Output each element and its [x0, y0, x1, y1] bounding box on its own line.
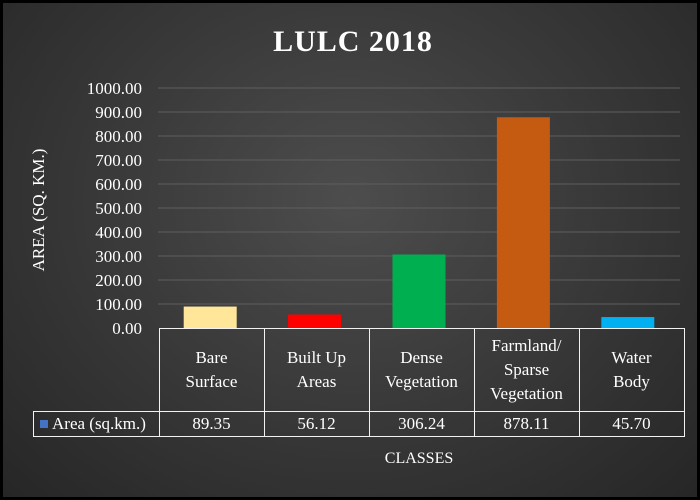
- y-tick-label: 900.00: [95, 103, 142, 122]
- bar: [183, 306, 237, 328]
- category-label: Built Up Areas: [263, 328, 370, 412]
- legend-entry: Area (sq.km.): [33, 411, 160, 437]
- category-label-line: Body: [613, 372, 650, 391]
- y-tick-label: 800.00: [95, 127, 142, 146]
- y-tick-label: 100.00: [95, 295, 142, 314]
- y-tick-label: 700.00: [95, 151, 142, 170]
- y-tick-label: 500.00: [95, 199, 142, 218]
- category-label-line: Built Up: [286, 348, 347, 367]
- y-tick-label: 600.00: [95, 175, 142, 194]
- legend-key: [40, 420, 48, 429]
- category-label-line: Bare: [195, 348, 228, 367]
- data-table-corner: [34, 329, 160, 412]
- y-tick-label: 400.00: [95, 223, 142, 242]
- category-label-line: Water: [611, 348, 652, 367]
- chart-title: LULC 2018: [273, 25, 433, 58]
- data-value-cell: 89.35: [158, 411, 265, 437]
- data-value-cell: 45.70: [578, 411, 685, 437]
- category-label-line: Dense: [400, 348, 443, 367]
- category-label: Farmland/Sparse Vegetation: [473, 328, 580, 412]
- category-label: Dense Vegetation: [368, 328, 475, 412]
- data-value-cell: 878.11: [473, 411, 580, 437]
- category-label-line: Vegetation: [490, 384, 563, 403]
- bar-chart: 0.00 100.00 200.00 300.00 400.00 500.00 600.00…: [87, 79, 680, 338]
- data-value-cell: 306.24: [368, 411, 475, 437]
- category-label-line: Vegetation: [385, 372, 458, 391]
- category-label: Bare Surface: [158, 328, 265, 412]
- x-axis-label: CLASSES: [384, 450, 454, 467]
- y-tick-label: 200.00: [95, 271, 142, 290]
- bar: [392, 254, 446, 328]
- data-table-header-row: Bare Surface Built Up Areas Dense Vegetation F…: [34, 328, 685, 412]
- y-tick-label: 300.00: [95, 247, 142, 266]
- category-label-line: Areas: [296, 372, 337, 391]
- legend-series-name: Area (sq.km.): [52, 414, 146, 433]
- category-label-line: Surface: [185, 372, 238, 391]
- data-value-cell: 56.12: [263, 411, 370, 437]
- category-label-line: Farmland/: [491, 336, 562, 355]
- data-table: Bare Surface Built Up Areas Dense Vegetation F…: [33, 328, 685, 437]
- category-label: Water Body: [578, 328, 685, 412]
- bar: [496, 117, 550, 328]
- bar: [601, 317, 655, 328]
- data-table-value-row: Area (sq.km.) 89.35 56.12 306.24 878.11 45.7…: [33, 411, 685, 437]
- category-label-line: Sparse: [503, 360, 550, 379]
- y-tick-label: 0.00: [112, 319, 142, 338]
- bar: [288, 314, 342, 328]
- y-tick-label: 1000.00: [87, 79, 142, 98]
